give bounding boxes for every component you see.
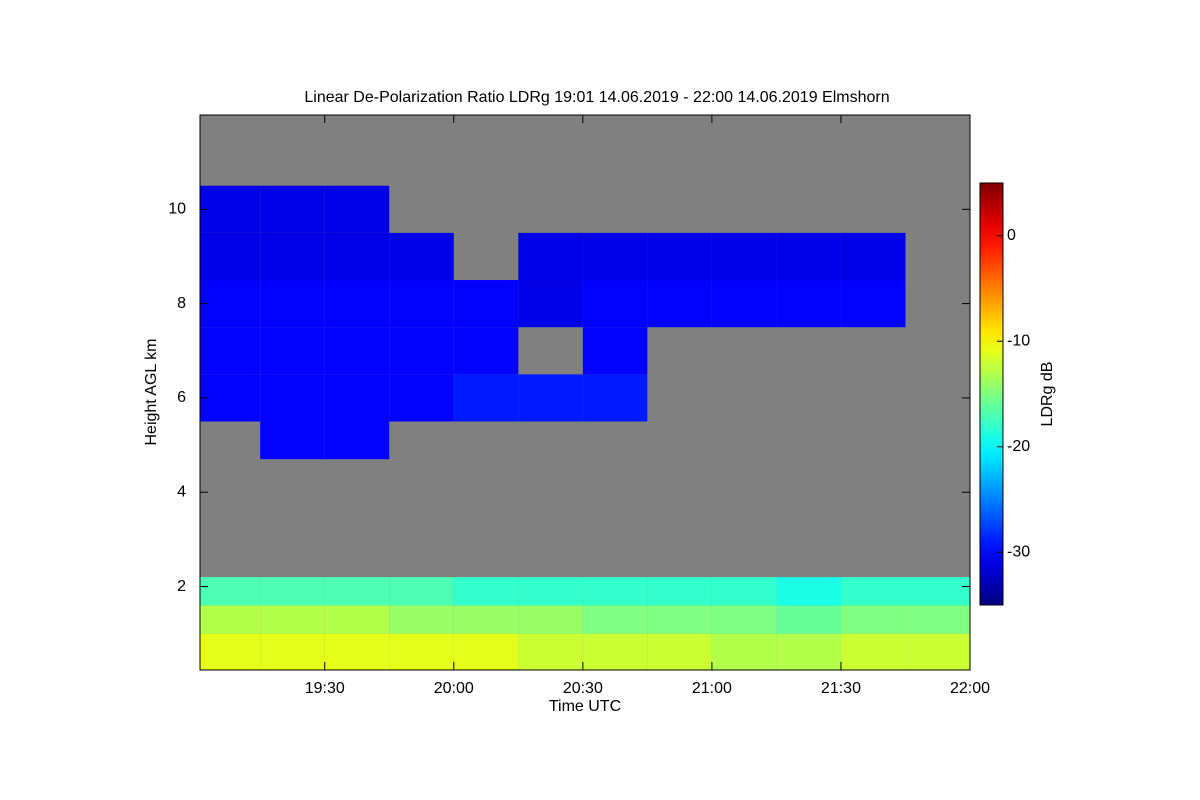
- heatmap-cell: [260, 605, 325, 634]
- heatmap-cell: [518, 605, 583, 634]
- heatmap-cell: [200, 327, 261, 375]
- heatmap-cell: [389, 232, 454, 281]
- colorbar-tick-label: -20: [1007, 438, 1030, 455]
- heatmap-cell: [324, 633, 390, 670]
- heatmap-cell: [324, 374, 390, 422]
- heatmap-cell: [647, 605, 712, 634]
- heatmap-cell: [453, 280, 519, 328]
- heatmap-cell: [711, 605, 777, 634]
- heatmap-cell: [200, 232, 261, 281]
- heatmap-cell: [324, 421, 390, 460]
- heatmap-cell: [647, 232, 712, 281]
- heatmap-cell: [582, 633, 648, 670]
- x-axis-label: Time UTC: [549, 698, 621, 715]
- heatmap-cell: [582, 577, 648, 606]
- colorbar: [979, 182, 1004, 606]
- heatmap-cell: [260, 421, 325, 460]
- heatmap-cell: [647, 577, 712, 606]
- heatmap-cell: [260, 327, 325, 375]
- heatmap-cell: [905, 605, 970, 634]
- heatmap-cell: [840, 232, 906, 281]
- heatmap-cell: [389, 280, 454, 328]
- heatmap-cell: [582, 327, 648, 375]
- heatmap-cell: [582, 232, 648, 281]
- colorbar-tick-label: -30: [1007, 543, 1030, 560]
- colorbar-tick-label: 0: [1007, 227, 1016, 244]
- heatmap-cell: [711, 577, 777, 606]
- heatmap-cell: [389, 374, 454, 422]
- heatmap-cell: [518, 577, 583, 606]
- heatmap-cell: [200, 185, 261, 233]
- y-tick-label: 6: [177, 389, 186, 406]
- heatmap-cell: [840, 280, 906, 328]
- heatmap-cell: [324, 280, 390, 328]
- heatmap-cell: [453, 327, 519, 375]
- heatmap-cell: [840, 577, 906, 606]
- heatmap-cell: [840, 605, 906, 634]
- heatmap-cell: [389, 605, 454, 634]
- heatmap-cell: [389, 633, 454, 670]
- y-axis-label: Height AGL km: [143, 338, 160, 445]
- chart-title: Linear De-Polarization Ratio LDRg 19:01 …: [304, 89, 889, 106]
- heatmap-cell: [776, 633, 841, 670]
- colorbar-label: LDRg dB: [1039, 362, 1056, 427]
- heatmap-cell: [518, 633, 583, 670]
- heatmap-cell: [518, 280, 583, 328]
- x-tick-label: 20:00: [434, 680, 474, 697]
- heatmap-cell: [324, 327, 390, 375]
- heatmap-cell: [389, 327, 454, 375]
- heatmap-cell: [776, 577, 841, 606]
- heatmap-cell: [324, 232, 390, 281]
- heatmap-cell: [324, 577, 390, 606]
- heatmap-cell: [453, 605, 519, 634]
- heatmap-cell: [840, 633, 906, 670]
- heatmap-cell: [453, 633, 519, 670]
- heatmap-cell: [776, 605, 841, 634]
- heatmap-cell: [518, 232, 583, 281]
- x-tick-label: 21:00: [692, 680, 732, 697]
- heatmap-cell: [905, 577, 970, 606]
- x-tick-label: 20:30: [563, 680, 603, 697]
- heatmap-cell: [200, 280, 261, 328]
- plot-frame: [199, 114, 971, 671]
- heatmap-cell: [776, 232, 841, 281]
- heatmap-cell: [647, 280, 712, 328]
- heatmap-cell: [711, 280, 777, 328]
- heatmap-cell: [389, 577, 454, 606]
- x-tick-label: 22:00: [950, 680, 990, 697]
- heatmap-cell: [200, 605, 261, 634]
- heatmap-cell: [582, 605, 648, 634]
- heatmap-cell: [200, 577, 261, 606]
- heatmap-cell: [647, 633, 712, 670]
- heatmap-cell: [260, 577, 325, 606]
- x-tick-label: 21:30: [821, 680, 861, 697]
- heatmap-cell: [260, 280, 325, 328]
- heatmap-cell: [200, 374, 261, 422]
- heatmap-cell: [776, 280, 841, 328]
- y-tick-label: 10: [168, 201, 186, 218]
- heatmap-cell: [324, 185, 390, 233]
- heatmap-cell: [582, 280, 648, 328]
- heatmap-cell: [905, 633, 970, 670]
- y-tick-label: 4: [177, 483, 186, 500]
- heatmap-cell: [453, 577, 519, 606]
- heatmap-cell: [518, 374, 583, 422]
- heatmap-cell: [260, 232, 325, 281]
- y-tick-label: 8: [177, 295, 186, 312]
- heatmap-cell: [200, 633, 261, 670]
- heatmap-cell: [324, 605, 390, 634]
- heatmap-cell: [260, 185, 325, 233]
- heatmap-cell: [711, 232, 777, 281]
- x-tick-label: 19:30: [305, 680, 345, 697]
- heatmap-cell: [260, 374, 325, 422]
- heatmap-cell: [711, 633, 777, 670]
- colorbar-tick-label: -10: [1007, 332, 1030, 349]
- heatmap-cell: [453, 374, 519, 422]
- heatmap-cell: [260, 633, 325, 670]
- y-tick-label: 2: [177, 578, 186, 595]
- heatmap-cell: [582, 374, 648, 422]
